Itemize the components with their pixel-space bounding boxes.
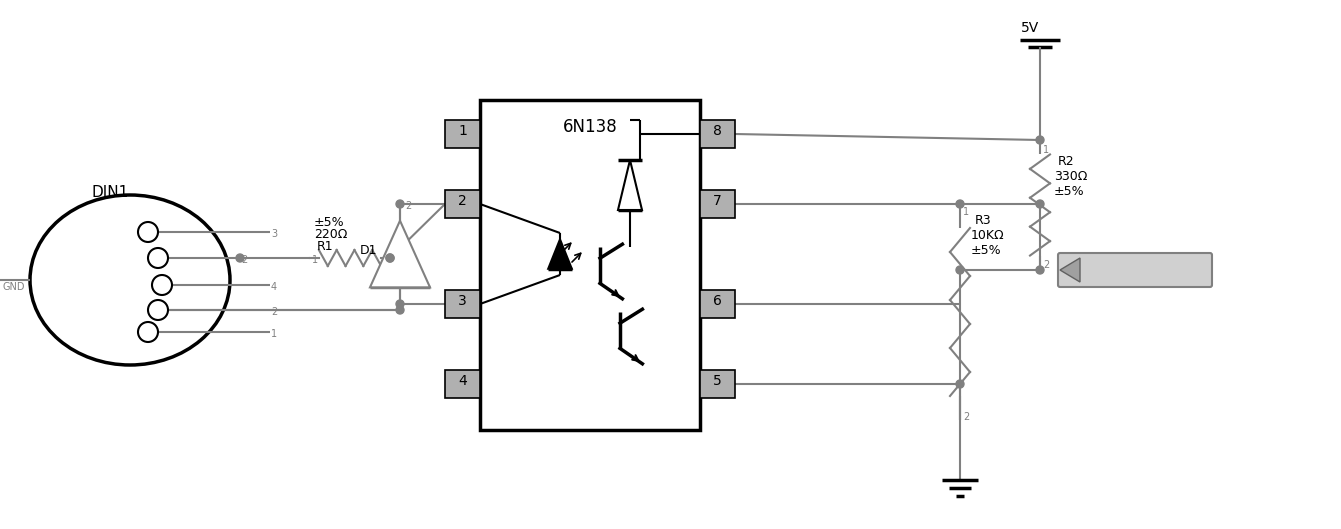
Text: 2: 2 [1043,260,1049,270]
Text: 4: 4 [271,282,278,292]
Text: R3: R3 [975,214,991,227]
Text: 6N138: 6N138 [563,118,617,136]
Circle shape [386,254,394,262]
Bar [445,290,480,318]
Circle shape [396,200,404,208]
Text: 5: 5 [713,374,721,388]
Text: 8: 8 [713,124,721,138]
Circle shape [956,266,964,274]
Text: D1: D1 [359,244,378,257]
Bar [480,100,700,430]
Polygon shape [618,160,642,210]
Bar [445,190,480,218]
Text: 2: 2 [963,412,970,422]
Text: R2: R2 [1058,155,1074,168]
Circle shape [1037,266,1045,274]
Text: ±5%: ±5% [314,216,345,229]
Text: 10KΩ: 10KΩ [971,229,1004,242]
Circle shape [138,322,158,342]
Text: 5V: 5V [1021,21,1039,35]
Polygon shape [548,239,571,269]
Text: R1: R1 [316,240,334,253]
Text: 1: 1 [271,329,278,339]
Text: ±5%: ±5% [1054,185,1085,198]
Circle shape [152,275,172,295]
Text: 1: 1 [1043,145,1049,155]
Bar [700,290,735,318]
Circle shape [386,254,394,262]
Text: 1: 1 [963,207,970,217]
Circle shape [396,306,404,314]
Circle shape [236,254,244,262]
Bar [700,120,735,148]
Text: UART 31,250 baud: UART 31,250 baud [1084,260,1212,274]
Text: 1: 1 [393,254,400,264]
Circle shape [138,222,158,242]
Ellipse shape [30,195,231,365]
Text: 4: 4 [459,374,467,388]
Text: 3: 3 [271,229,278,239]
FancyBboxPatch shape [1058,253,1212,287]
Text: 6: 6 [713,294,721,308]
Circle shape [148,248,168,268]
Polygon shape [370,221,430,287]
Circle shape [396,300,404,308]
Bar [445,370,480,398]
Text: 2: 2 [405,201,412,211]
Circle shape [1037,136,1045,144]
Polygon shape [1059,258,1080,282]
Text: 2: 2 [271,307,278,317]
Text: 2: 2 [241,255,247,265]
Bar [700,190,735,218]
Text: 3: 3 [459,294,467,308]
Text: 220Ω: 220Ω [314,228,347,241]
Bar [700,370,735,398]
Text: ±5%: ±5% [971,244,1002,257]
Bar [445,120,480,148]
Text: 2: 2 [459,194,467,208]
Text: 330Ω: 330Ω [1054,170,1088,183]
Circle shape [956,380,964,388]
Text: GND: GND [3,282,25,292]
Text: 7: 7 [713,194,721,208]
Circle shape [148,300,168,320]
Text: 1: 1 [459,124,467,138]
Text: 1: 1 [312,255,318,265]
Circle shape [956,200,964,208]
Circle shape [1037,200,1045,208]
Text: DIN1: DIN1 [93,185,129,200]
